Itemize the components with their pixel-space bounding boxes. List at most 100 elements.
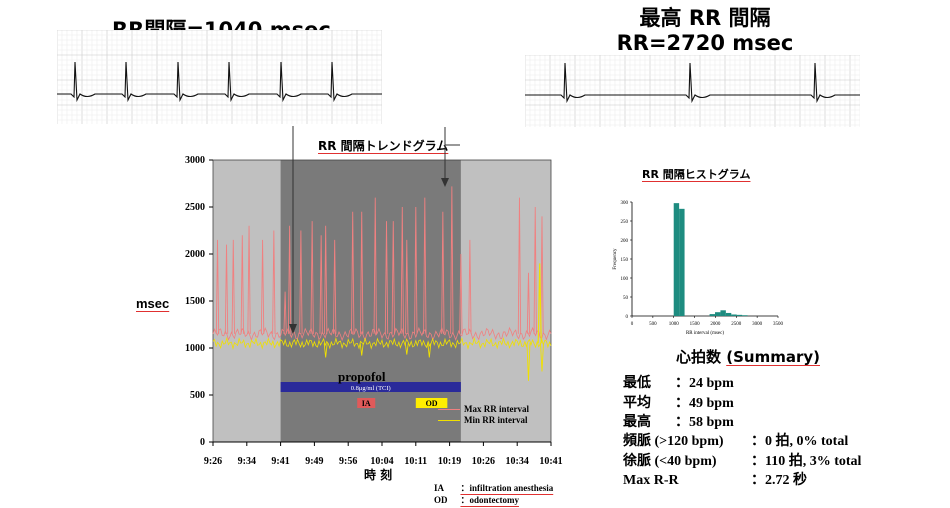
event-label: OD <box>426 399 438 408</box>
y-tick-label: 2000 <box>185 249 205 260</box>
summary-row: 最低 ：24 bpm <box>623 372 734 392</box>
max-rr-spike <box>517 197 522 334</box>
y-axis-label-text: msec <box>136 296 170 311</box>
max-rr-spike <box>450 186 454 334</box>
hist-bar <box>673 203 680 316</box>
hist-bar <box>725 312 732 316</box>
histogram-title: RR 間隔ヒストグラム <box>642 166 750 182</box>
summary-title-suffix: (Summary) <box>726 348 820 366</box>
ecg-strip-right <box>525 55 860 127</box>
min-rr-dip <box>359 343 364 356</box>
min-rr-peak <box>537 263 542 344</box>
max-rr-spike <box>373 197 377 334</box>
legend-max-rr-label: Max RR interval <box>464 404 529 414</box>
propofol-shaded-region <box>280 160 461 442</box>
y-tick-label: 3000 <box>185 155 205 166</box>
summary-row-label: 最高 <box>623 415 651 430</box>
event-od: OD <box>415 398 448 408</box>
hist-x-tick-label: 1500 <box>690 322 701 327</box>
legend-max-rr-swatch <box>438 409 460 410</box>
summary-row-value: ：110 拍, 3% total <box>751 454 862 469</box>
hist-x-tick-label: 2500 <box>731 322 742 327</box>
max-rr-spike <box>459 253 463 334</box>
y-tick-label: 1500 <box>185 296 205 307</box>
hist-bar <box>709 314 716 316</box>
max-rr-spike <box>260 239 265 334</box>
x-tick-label: 9:26 <box>204 456 222 467</box>
hist-x-tick-label: 2000 <box>710 322 721 327</box>
hist-y-tick-label: 200 <box>621 239 629 244</box>
max-rr-spike <box>287 225 292 334</box>
x-axis-label: 時 刻 <box>364 468 393 482</box>
abbreviation-od-desc: ：odontectomy <box>460 495 519 505</box>
x-tick-label: 9:56 <box>339 456 357 467</box>
summary-row-value: ：49 bpm <box>675 396 734 411</box>
hist-y-axis-label: Frequency <box>613 248 618 270</box>
max-rr-spike <box>526 272 531 334</box>
summary-row-value: ：0 拍, 0% total <box>751 434 849 449</box>
abbreviation-od-key: OD <box>434 495 448 505</box>
propofol-dose-label: 0.8μg/ml (TCI) <box>351 385 391 392</box>
hist-y-tick-label: 150 <box>621 258 629 263</box>
max-rr-spike <box>423 197 427 334</box>
hist-y-tick-label: 50 <box>623 296 629 301</box>
abbreviation-ia-key: IA <box>434 483 445 493</box>
max-rr-spike <box>441 211 445 334</box>
max-rr-spike <box>240 235 244 334</box>
summary-row-label: 徐脈 (<40 bpm) <box>623 454 717 469</box>
hist-y-tick-label: 300 <box>621 201 629 206</box>
abbreviation-od: OD ：odontectomy <box>434 490 553 505</box>
ecg-strip-left <box>57 30 382 124</box>
hist-y-tick-label: 100 <box>621 277 629 282</box>
max-rr-spike <box>468 239 472 334</box>
x-tick-label: 9:34 <box>238 456 256 467</box>
summary-row-value: ：24 bpm <box>675 376 734 391</box>
x-tick-label: 10:26 <box>472 456 495 467</box>
summary-row: 頻脈 (>120 bpm) ：0 拍, 0% total <box>623 430 848 450</box>
ecg-trace <box>525 62 860 104</box>
summary-row: 平均 ：49 bpm <box>623 392 734 412</box>
abbreviation-list: IA ：infiltration anesthesia OD ：odontect… <box>434 478 554 505</box>
min-rr-dip <box>323 343 328 358</box>
x-tick-label: 10:19 <box>438 456 461 467</box>
arrow-head-left <box>289 324 297 334</box>
x-tick-label: 10:34 <box>506 456 529 467</box>
hist-bar <box>731 314 737 316</box>
abbreviation-ia: IA ：infiltration anesthesia <box>434 478 554 493</box>
x-tick-label: 10:11 <box>404 456 427 467</box>
summary-row-label: 最低 <box>623 376 651 391</box>
summary-row-value: ：2.72 秒 <box>751 473 807 488</box>
abbreviation-ia-desc: ：infiltration anesthesia <box>460 483 554 493</box>
y-tick-label: 1000 <box>185 343 205 354</box>
arrow-head-right <box>441 178 449 187</box>
summary-row-label: Max R-R <box>623 473 679 488</box>
x-tick-label: 9:49 <box>305 456 323 467</box>
hist-bar <box>742 315 748 316</box>
max-rr-spike <box>272 230 276 334</box>
y-axis-label: msec <box>136 296 169 311</box>
hist-x-axis-label: RR interval (msec) <box>686 331 724 336</box>
max-rr-spike <box>391 221 395 334</box>
hist-bar <box>679 208 685 316</box>
max-rr-spike <box>360 211 364 334</box>
max-rr-spike <box>231 239 235 334</box>
event-box <box>357 398 376 408</box>
x-tick-label: 10:41 <box>539 456 562 467</box>
ecg-right-title-line1: 最高 RR 間隔 <box>639 6 771 30</box>
summary-row-label: 平均 <box>623 396 651 411</box>
ecg-right-title-line2: RR=2720 msec <box>616 31 794 55</box>
min-rr-baseline-line <box>212 336 552 351</box>
max-rr-spike <box>247 225 251 334</box>
max-rr-spike <box>384 221 389 334</box>
ecg-right-title: 最高 RR 間隔 RR=2720 msec <box>600 2 810 55</box>
max-rr-spike <box>333 239 337 334</box>
summary-row-label: 頻脈 (>120 bpm) <box>623 434 724 449</box>
ecg-paper <box>57 30 382 124</box>
summary-title: 心拍数 (Summary) <box>676 346 820 367</box>
ecg-trace <box>57 61 382 103</box>
event-label: IA <box>362 399 371 408</box>
max-rr-spike <box>540 216 544 334</box>
histogram-title-text: RR 間隔ヒストグラム <box>642 168 751 181</box>
hist-x-tick-label: 500 <box>649 322 657 327</box>
